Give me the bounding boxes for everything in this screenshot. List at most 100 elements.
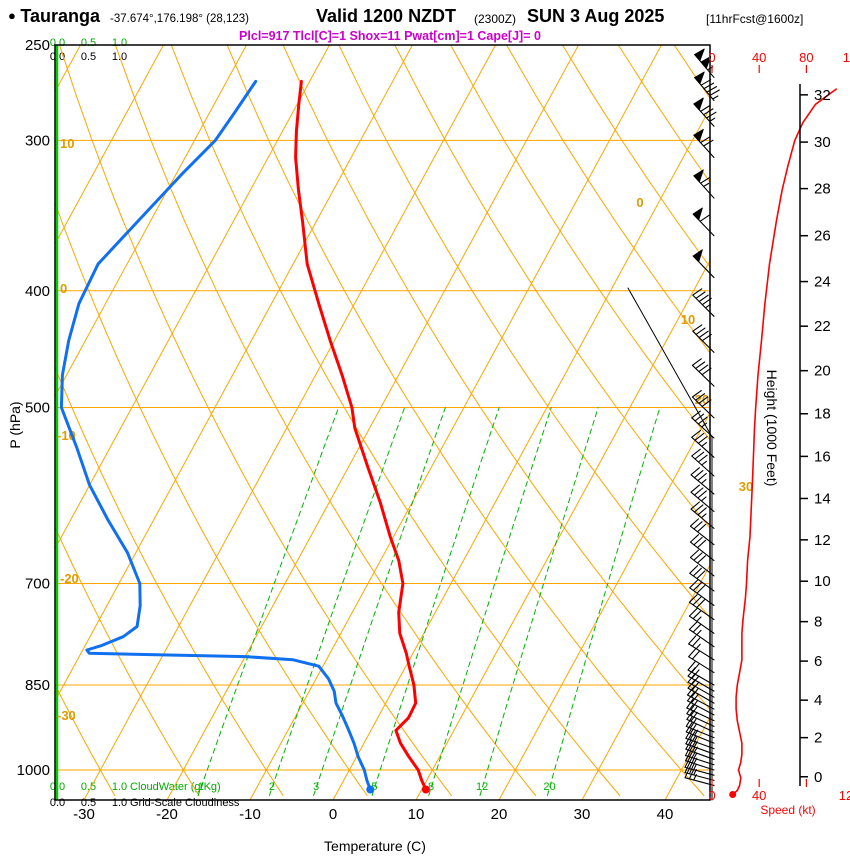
isotherm-value-label: 30: [739, 479, 753, 494]
isotherm-line: [83, 45, 496, 800]
adiabat-value-label: -30: [57, 708, 76, 723]
pressure-tick-label: 850: [25, 677, 50, 694]
temperature-curve: [294, 79, 428, 791]
wind-barb-flag: [694, 71, 705, 85]
wind-barb: [691, 390, 715, 419]
isotherm-line: [55, 45, 413, 702]
speed-tick-label-top: 80: [799, 50, 813, 65]
height-tick-label: 32: [814, 87, 831, 104]
dry-adiabat-line: [226, 45, 705, 796]
height-tick-label: 0: [814, 769, 822, 786]
wind-barb-flag: [692, 249, 703, 263]
dry-adiabat-line: [55, 201, 368, 796]
dry-adiabat-line: [338, 45, 710, 619]
speed-tick-label-bottom: 40: [752, 788, 766, 803]
mixing-ratio-line: [197, 407, 340, 796]
height-tick-label: 26: [814, 228, 831, 245]
wind-barb: [692, 288, 715, 317]
isotherm-value-label: 10: [681, 312, 695, 327]
wind-barb: [691, 358, 715, 387]
wind-speed-surface-dot: [729, 791, 737, 799]
cw-tick: 1.0: [111, 781, 128, 793]
temperature-tick-label: -30: [73, 806, 95, 823]
valid-date: SUN 3 Aug 2025: [527, 6, 665, 26]
dewpoint-curve: [59, 79, 372, 791]
mixing-ratio-line: [428, 407, 552, 796]
wind-barb: [688, 594, 715, 621]
background-lines: [55, 45, 850, 800]
pressure-tick-label: 400: [25, 283, 50, 300]
dry-adiabat-line: [55, 366, 284, 796]
dry-adiabat-line: [394, 45, 710, 529]
temperature-tick-label: -20: [156, 806, 178, 823]
cloudwater-label: CloudWater (g/Kg): [130, 781, 221, 793]
temperature-tick-label: 20: [491, 806, 508, 823]
plot-border: [54, 44, 711, 801]
isotherm-line: [498, 411, 710, 800]
dry-adiabat-line: [55, 526, 200, 796]
wind-barb: [691, 448, 715, 477]
wind-barb: [686, 685, 715, 710]
mixing-ratio-line: [313, 407, 446, 796]
mixing-ratio-line: [371, 407, 500, 796]
mixing-ratio-label: 1: [198, 781, 204, 793]
mixing-ratio-line: [268, 407, 406, 796]
pressure-tick-label: 700: [25, 575, 50, 592]
sounding-curves: [59, 79, 428, 791]
adiabat-value-label: 10: [60, 136, 74, 151]
station-title: ● Tauranga: [8, 6, 100, 27]
wind-barb: [691, 410, 715, 439]
height-tick-label: 8: [814, 614, 822, 631]
height-tick-label: 2: [814, 730, 822, 747]
speed-axis-label: Speed (kt): [760, 803, 816, 817]
wind-barb: [689, 518, 715, 546]
wind-barb-flag: [694, 48, 712, 69]
wind-barb-flag: [692, 207, 703, 221]
speed-tick-label-bottom: 120: [839, 788, 850, 803]
wind-barb: [690, 467, 715, 495]
temperature-tick-label: -10: [239, 806, 261, 823]
dry-adiabat-line: [59, 45, 452, 796]
dry-adiabat-line: [506, 45, 710, 354]
wind-barb: [689, 534, 715, 562]
height-tick-label: 28: [814, 181, 831, 198]
speed-axis: 0 40 80 120 0 40 120: [708, 50, 850, 803]
adiabat-value-label: 0: [60, 281, 67, 296]
height-tick-label: 24: [814, 274, 831, 291]
speed-tick-label-top: 120: [843, 50, 850, 65]
dry-adiabat-line: [114, 45, 537, 796]
isotherm-line: [55, 45, 247, 398]
wind-barb-flag: [693, 169, 704, 183]
surface-dewpoint-dot: [366, 785, 375, 794]
wind-barb: [684, 756, 715, 776]
cw-tick: 0.0: [49, 37, 66, 49]
speed-tick-label-bottom: 0: [708, 788, 715, 803]
temperature-tick-label: 0: [329, 806, 337, 823]
height-tick-label: 4: [814, 692, 822, 709]
temperature-tick-label: 30: [574, 806, 591, 823]
wind-barb: [689, 579, 715, 606]
wind-barb: [694, 76, 720, 102]
dry-adiabat-line: [282, 45, 710, 711]
speed-tick-label-top: 40: [752, 50, 766, 65]
wind-barb: [685, 716, 715, 739]
mixing-ratio-label: 3: [313, 781, 319, 793]
station-coords: -37.674°,176.198° (28,123): [110, 13, 249, 25]
cloudwater-scale-top: 0.0 0.5 1.0: [42, 37, 135, 49]
pressure-tick-label: 1000: [17, 762, 50, 779]
height-tick-label: 18: [814, 406, 831, 423]
surface-temperature-dot: [421, 785, 430, 794]
pressure-tick-label: 300: [25, 132, 50, 149]
mixing-ratio-lines: 1 2 3 5 8 12 20: [197, 407, 661, 796]
isotherm-line: [581, 564, 710, 800]
height-tick-label: 12: [814, 532, 831, 549]
isotherm-line: [332, 107, 710, 800]
isotherm-line: [166, 45, 579, 800]
mixing-ratio-label: 8: [428, 781, 434, 793]
dry-adiabat-line: [842, 45, 850, 796]
height-tick-label: 14: [814, 490, 831, 507]
mixing-ratio-line: [546, 407, 661, 796]
wind-barb: [688, 607, 715, 634]
